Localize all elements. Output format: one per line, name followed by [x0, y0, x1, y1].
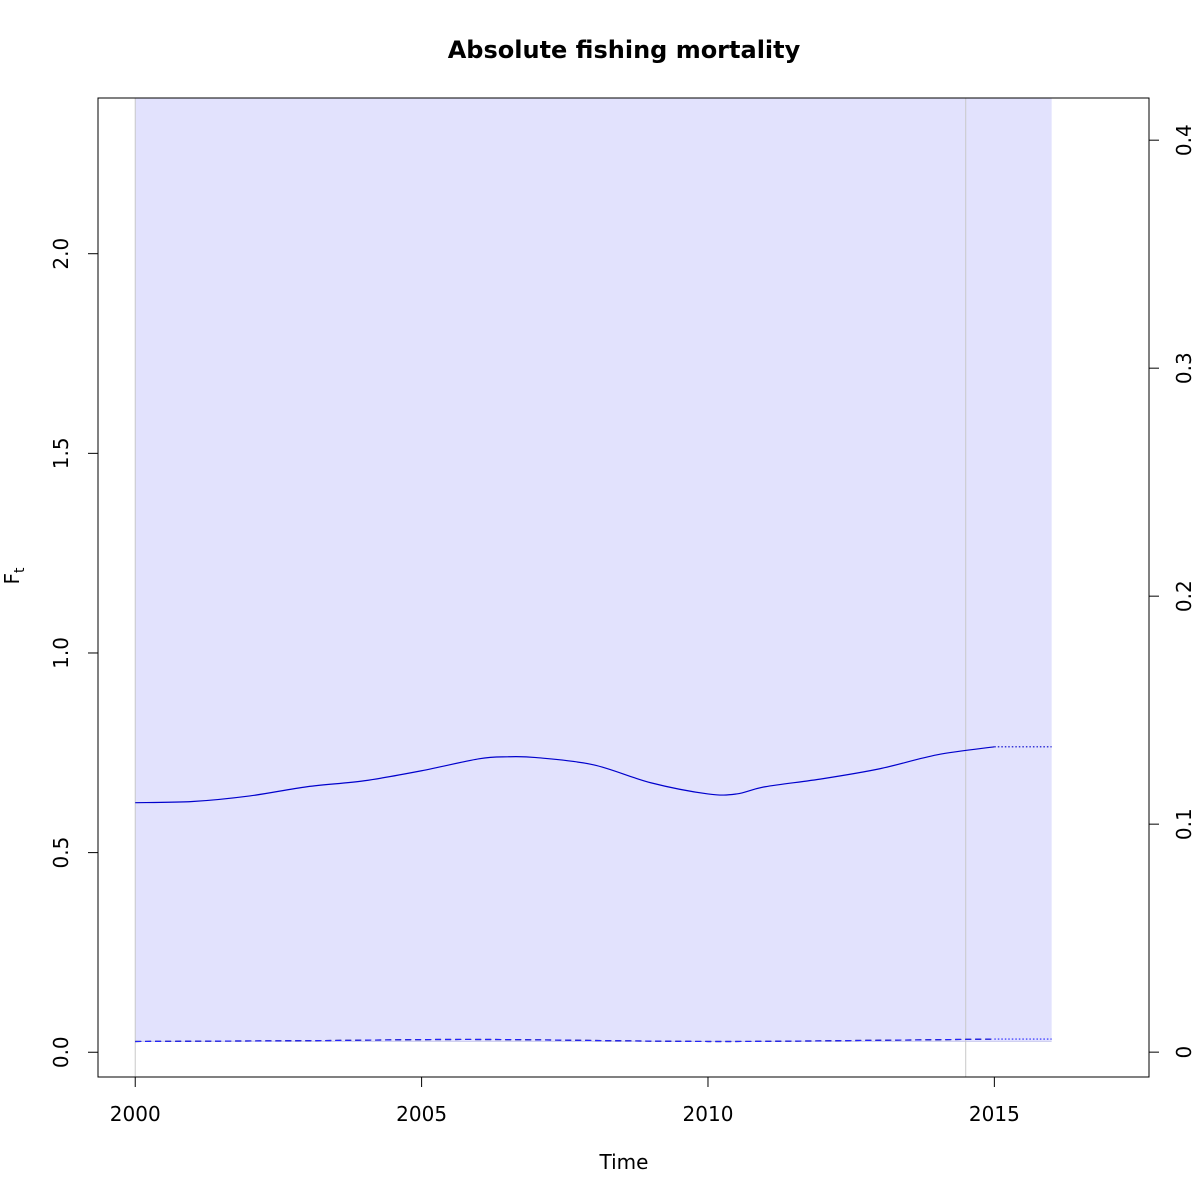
x-tick-label-2000: 2000 — [110, 1102, 161, 1126]
y-tick-label-0: 0.0 — [49, 1036, 73, 1068]
y-axis-title: Ft — [0, 567, 28, 585]
y2-tick-label-1: 0.1 — [1172, 808, 1196, 840]
y-tick-label-2: 1.0 — [49, 637, 73, 669]
y-tick-label-1: 0.5 — [49, 837, 73, 869]
y2-tick-label-3: 0.3 — [1172, 352, 1196, 384]
y2-tick-label-4: 0.4 — [1172, 124, 1196, 156]
y-axis-title-main: F — [0, 573, 24, 585]
y-tick-label-4: 2.0 — [49, 238, 73, 270]
y2-tick-label-2: 0.2 — [1172, 580, 1196, 612]
confidence-band — [135, 98, 1052, 1041]
x-tick-label-2015: 2015 — [969, 1102, 1020, 1126]
y-axis-title-subscript: t — [12, 567, 28, 573]
y2-tick-label-0: 0 — [1172, 1046, 1196, 1059]
x-tick-label-2005: 2005 — [396, 1102, 447, 1126]
y-tick-label-3: 1.5 — [49, 437, 73, 469]
x-tick-label-2010: 2010 — [683, 1102, 734, 1126]
chart-title: Absolute fishing mortality — [448, 36, 801, 64]
x-axis-title: Time — [599, 1150, 649, 1174]
series-line-0 — [135, 746, 995, 804]
series-line-3 — [135, 1038, 995, 1043]
confidence-band-lower-edge — [135, 1041, 1052, 1042]
